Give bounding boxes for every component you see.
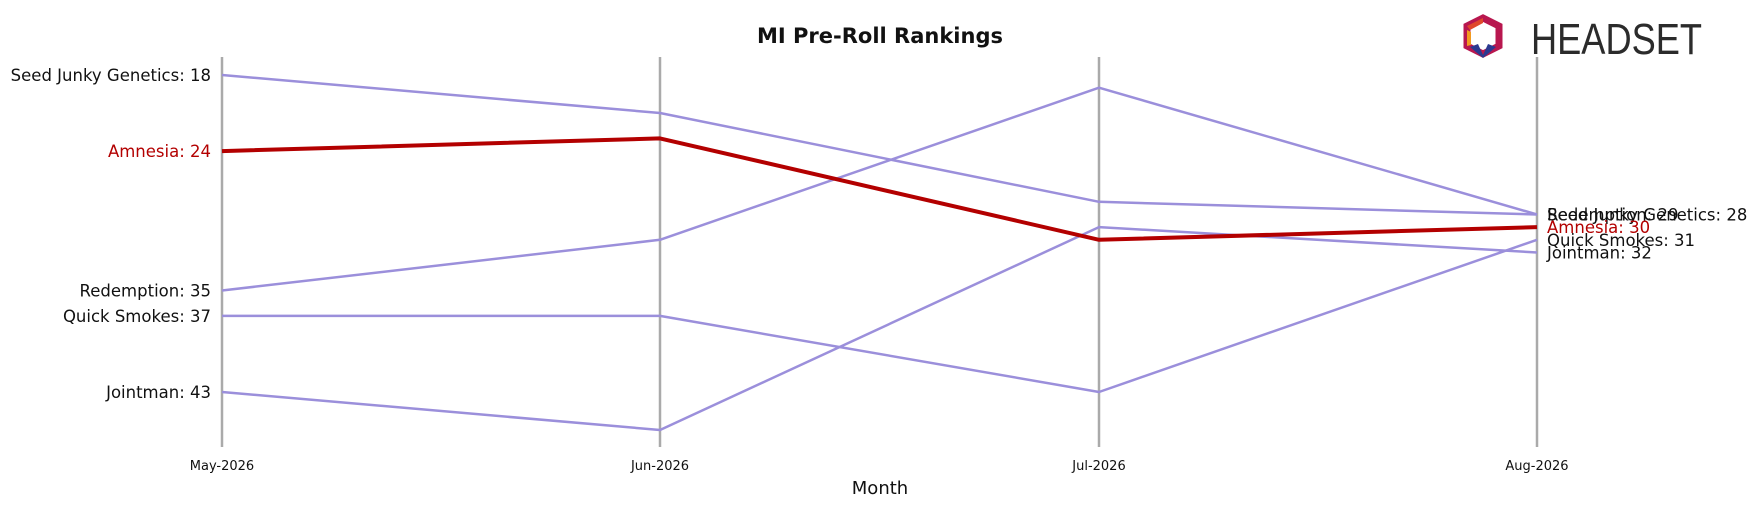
right-label: Quick Smokes: 31	[1547, 231, 1695, 250]
chart-title: MI Pre-Roll Rankings	[757, 24, 1003, 48]
x-tick-label: Aug-2026	[1505, 459, 1568, 474]
x-tick-labels: May-2026 Jun-2026 Jul-2026 Aug-2026	[190, 459, 1569, 474]
series-line-amnesia	[221, 136, 1538, 242]
headset-logo-icon	[1463, 14, 1503, 58]
right-label: Seed Junky Genetics: 28	[1547, 206, 1747, 225]
left-label: Amnesia: 24	[108, 142, 211, 161]
series-line-seed-junky-genetics	[221, 73, 1538, 216]
series-line-redemption	[221, 86, 1538, 292]
x-tick-label: May-2026	[190, 459, 254, 474]
series-line-quick-smokes	[222, 238, 1538, 394]
x-tick-label: Jul-2026	[1071, 459, 1125, 474]
left-label: Quick Smokes: 37	[63, 307, 211, 326]
series-lines	[221, 73, 1538, 432]
x-axis-label: Month	[852, 478, 908, 499]
right-label: Amnesia: 30	[1547, 218, 1650, 237]
series-line-jointman	[221, 225, 1538, 432]
x-tick-label: Jun-2026	[630, 459, 689, 474]
month-gridlines	[220, 57, 1539, 447]
left-end-labels: Seed Junky Genetics: 18 Amnesia: 24 Redemp…	[11, 66, 211, 402]
headset-logo: HEADSET	[1463, 14, 1702, 64]
right-label: Redemption: 29	[1547, 206, 1678, 225]
logo-text: HEADSET	[1531, 15, 1702, 64]
left-label: Jointman: 43	[105, 383, 211, 402]
right-label: Jointman: 32	[1546, 244, 1652, 263]
left-label: Seed Junky Genetics: 18	[11, 66, 211, 85]
left-label: Redemption: 35	[80, 282, 211, 301]
